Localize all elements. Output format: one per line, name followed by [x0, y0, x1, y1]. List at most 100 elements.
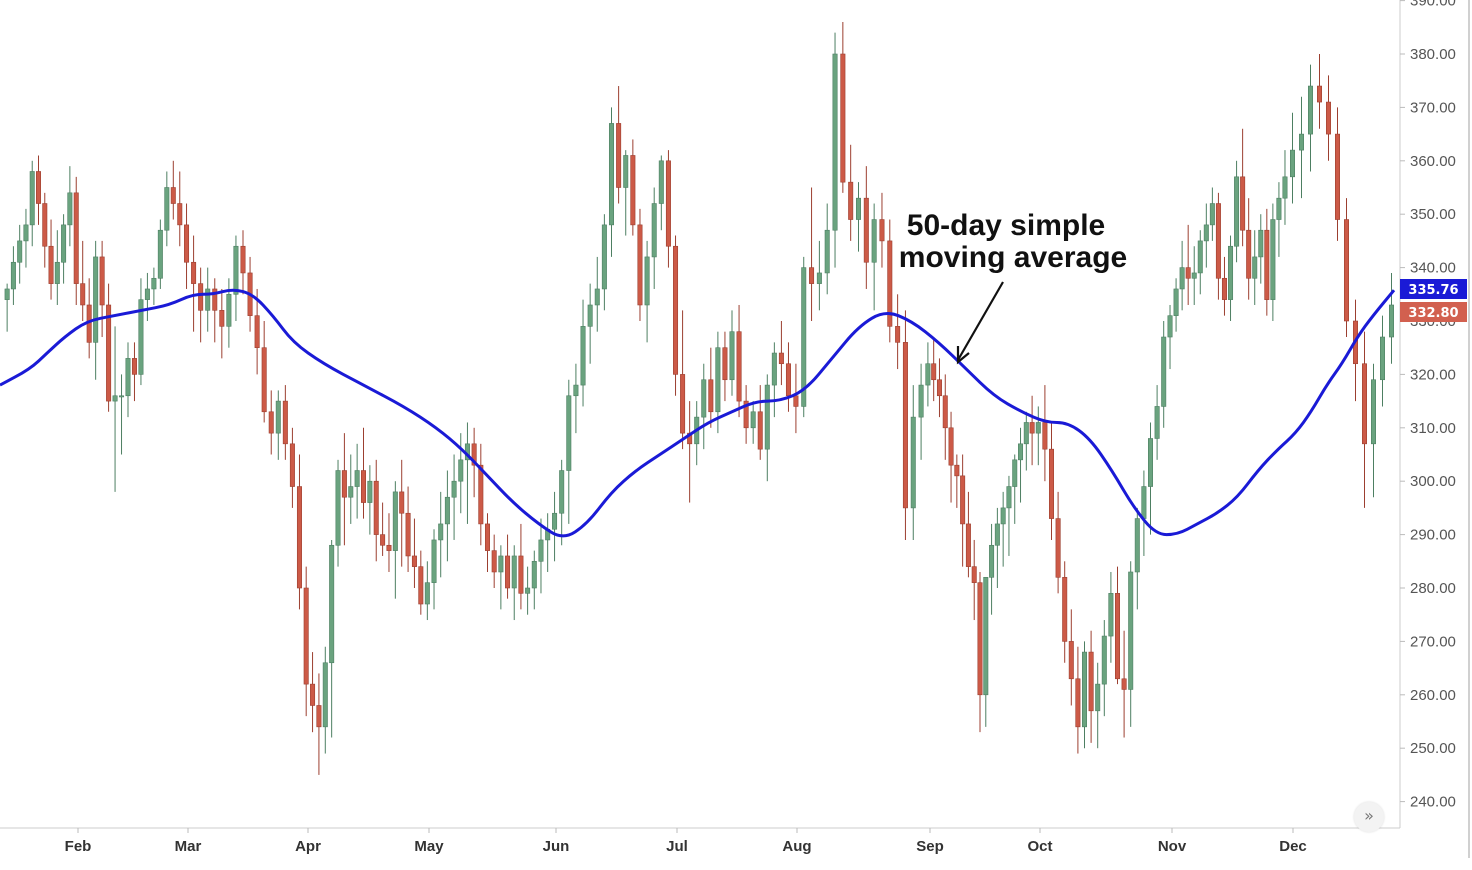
candle: [1023, 411, 1029, 471]
candle-body: [138, 299, 144, 375]
candle-body: [651, 203, 657, 258]
candle-body: [335, 470, 341, 546]
candle-body: [518, 555, 524, 594]
candle: [771, 342, 777, 418]
candle-body: [708, 379, 714, 413]
candle-body: [1380, 336, 1386, 381]
candle: [392, 481, 398, 599]
candle: [545, 513, 551, 572]
candle-body: [559, 470, 565, 514]
candle: [1161, 321, 1167, 428]
candle: [594, 256, 600, 332]
x-tick-label: Jun: [543, 838, 570, 855]
candle-body: [491, 550, 497, 573]
candle: [54, 230, 60, 305]
candle: [1282, 150, 1288, 225]
y-tick-label: 320.00: [1410, 366, 1456, 383]
candle-body: [816, 272, 822, 284]
candle: [855, 182, 861, 252]
candle-body: [580, 326, 586, 386]
candle-body: [254, 315, 260, 349]
candle: [552, 491, 558, 562]
scroll-to-realtime-button[interactable]: »: [1354, 802, 1384, 832]
candle: [177, 171, 183, 247]
x-axis-ticks[interactable]: Feb Mar Apr May Jun Jul Aug Sep Oct Nov Dec: [65, 828, 1307, 855]
candle: [1221, 256, 1227, 316]
candle-body: [438, 523, 444, 541]
candle-body: [93, 256, 99, 343]
candle: [233, 235, 239, 321]
candle-body: [1023, 422, 1029, 445]
price-badges: 335.76 332.80: [1400, 279, 1467, 322]
candle-body: [994, 523, 1000, 546]
candle: [665, 150, 671, 268]
candle: [1258, 214, 1264, 284]
candle-body: [354, 470, 360, 487]
candle-body: [729, 331, 735, 381]
y-tick-label: 290.00: [1410, 527, 1456, 544]
candle-body: [131, 358, 137, 375]
candle: [1252, 230, 1258, 305]
candle-body: [1308, 85, 1314, 135]
candle-body: [191, 261, 197, 284]
candle-body: [525, 587, 531, 594]
candle-body: [832, 53, 838, 231]
candle-body: [701, 379, 707, 418]
candle: [112, 326, 118, 492]
candle: [23, 208, 29, 268]
candle: [989, 523, 995, 615]
candle: [316, 673, 322, 775]
candle-body: [1167, 315, 1173, 338]
candle: [67, 166, 73, 247]
candle: [131, 342, 137, 402]
candle: [1128, 561, 1134, 727]
candle-body: [871, 219, 877, 263]
candle: [573, 363, 579, 434]
x-tick-label: Jul: [666, 838, 688, 855]
candle: [184, 203, 190, 289]
candle: [1317, 54, 1323, 129]
candle: [931, 337, 937, 402]
candle: [531, 550, 537, 610]
candle: [1062, 561, 1068, 663]
candle: [1299, 96, 1305, 199]
candle-body: [1042, 422, 1048, 450]
candle: [960, 454, 966, 567]
candle-body: [1128, 571, 1134, 690]
candle: [687, 401, 693, 503]
candle-body: [1179, 267, 1185, 290]
candle-body: [965, 523, 971, 567]
candle-body: [538, 539, 544, 562]
candle: [525, 566, 531, 615]
candle-body: [73, 192, 79, 284]
candle: [701, 363, 707, 450]
candle-body: [824, 229, 830, 274]
candle-body: [348, 486, 354, 498]
candle: [1018, 427, 1024, 503]
candle-body: [478, 464, 484, 525]
double-chevron-right-icon: »: [1364, 806, 1374, 825]
candle-body: [1075, 678, 1081, 728]
candle-body: [125, 358, 131, 397]
candle-body: [1018, 443, 1024, 461]
candle: [1115, 566, 1121, 685]
y-tick-label: 310.00: [1410, 420, 1456, 437]
candle: [902, 310, 908, 540]
candle-body: [1108, 593, 1114, 637]
candle: [478, 443, 484, 546]
candle: [918, 363, 924, 460]
candle: [438, 491, 444, 578]
candle: [1108, 571, 1114, 663]
y-tick-label: 360.00: [1410, 153, 1456, 170]
candle-body: [106, 304, 112, 402]
candle-body: [170, 187, 176, 204]
candle: [1344, 198, 1350, 338]
candle-body: [511, 555, 517, 589]
y-axis-ticks[interactable]: 240.00 250.00 260.00 270.00 280.00 290.00 300.…: [1400, 0, 1456, 811]
candle-body: [531, 560, 537, 589]
candle-body: [316, 705, 322, 728]
candle: [1148, 422, 1154, 535]
candle-body: [367, 480, 373, 503]
candle: [757, 385, 763, 460]
candle-body: [399, 491, 405, 514]
